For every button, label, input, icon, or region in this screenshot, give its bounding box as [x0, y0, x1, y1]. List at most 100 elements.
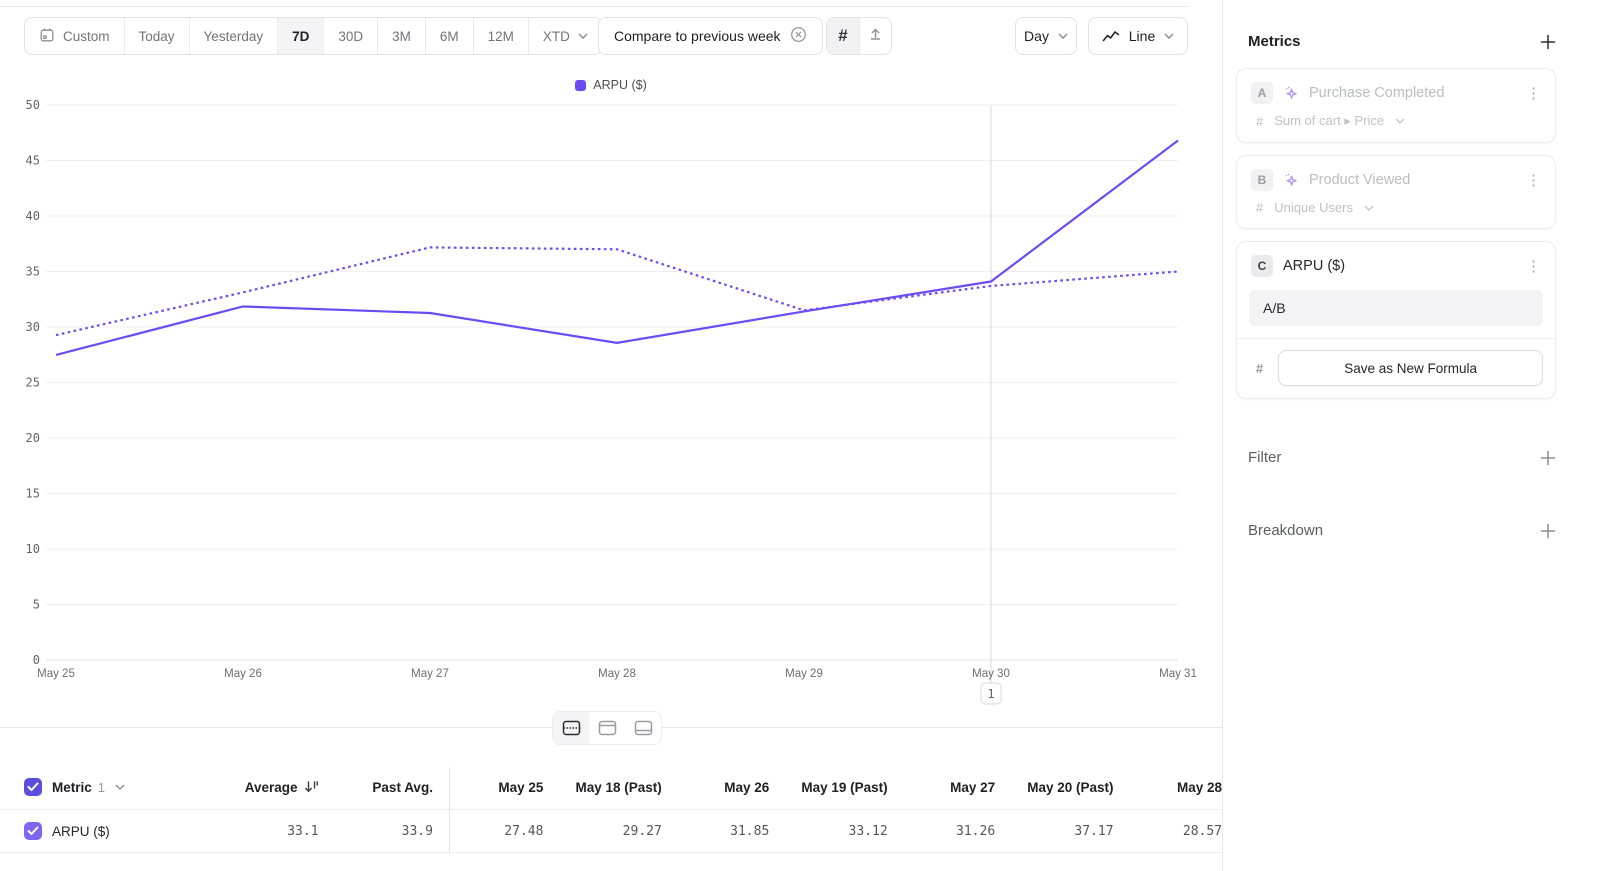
- svg-text:0: 0: [33, 653, 40, 667]
- add-breakdown-button[interactable]: [1540, 523, 1556, 539]
- measure-selector[interactable]: Sum of cart ▸ Price: [1274, 113, 1385, 128]
- range-30d[interactable]: 30D: [323, 18, 377, 54]
- cell-value: 33.12: [848, 823, 888, 839]
- add-metric-button[interactable]: [1540, 34, 1556, 50]
- chart-overlay-toggle-group: #: [826, 17, 892, 55]
- table-row: ARPU ($) 33.1 33.9 27.48 29.27 31.85 33.…: [0, 810, 1222, 853]
- svg-text:May 25: May 25: [37, 668, 75, 680]
- table-header-cell[interactable]: May 25: [498, 779, 544, 795]
- metrics-section-header: Metrics: [1236, 33, 1556, 50]
- table-header-cell[interactable]: Past Avg.: [372, 779, 433, 795]
- cell-value: 29.27: [622, 823, 662, 839]
- svg-text:45: 45: [26, 154, 40, 168]
- compare-label: Compare to previous week: [614, 28, 781, 44]
- table-header-cell[interactable]: May 27: [950, 779, 996, 795]
- measure-hash-icon: #: [1256, 200, 1264, 215]
- formula-input[interactable]: A/B: [1249, 290, 1543, 326]
- range-custom[interactable]: Custom: [25, 18, 124, 54]
- save-as-new-formula-button[interactable]: Save as New Formula: [1278, 350, 1543, 386]
- metric-event-name[interactable]: Product Viewed: [1309, 172, 1411, 188]
- range-xtd[interactable]: XTD: [527, 18, 602, 54]
- table-header-cell[interactable]: May 26: [724, 779, 770, 795]
- svg-text:May 27: May 27: [411, 668, 449, 680]
- chevron-down-icon[interactable]: [115, 784, 125, 790]
- table-header-row: Metric 1 Average Past Avg. May 25 May 18…: [0, 765, 1222, 810]
- layout-toggle-group: [552, 711, 662, 745]
- legend-swatch: [575, 79, 587, 91]
- range-3m[interactable]: 3M: [377, 18, 425, 54]
- table-header-cell[interactable]: May 28: [1176, 779, 1222, 795]
- annotations-toggle[interactable]: [859, 18, 891, 54]
- metric-card-b[interactable]: B Product Viewed ⋮ # Unique Users: [1236, 155, 1556, 229]
- legend-label: ARPU ($): [593, 78, 647, 92]
- select-all-checkbox[interactable]: [24, 778, 42, 796]
- kebab-menu-icon[interactable]: ⋮: [1526, 84, 1541, 102]
- svg-text:1: 1: [987, 687, 994, 701]
- formula-value: A/B: [1263, 300, 1286, 316]
- date-range-segmented-control: Custom Today Yesterday 7D 30D 3M 6M 12M …: [24, 17, 603, 55]
- card-divider: [1237, 338, 1555, 339]
- range-label: Custom: [63, 28, 110, 44]
- granularity-dropdown[interactable]: Day: [1015, 17, 1077, 55]
- metric-event-name[interactable]: Purchase Completed: [1309, 85, 1445, 101]
- metric-badge: B: [1251, 169, 1273, 191]
- results-table: Metric 1 Average Past Avg. May 25 May 18…: [0, 765, 1222, 871]
- range-7d[interactable]: 7D: [277, 18, 324, 54]
- chevron-down-icon: [1164, 33, 1174, 39]
- panel-top-border: [0, 6, 1190, 7]
- filter-section-header: Filter: [1236, 449, 1556, 466]
- row-checkbox[interactable]: [24, 822, 42, 840]
- chart-legend: ARPU ($): [0, 78, 1222, 92]
- cell-value: 28.57: [1182, 823, 1222, 839]
- config-sidebar: Metrics A Purchase Completed ⋮ # Sum of …: [1222, 0, 1600, 871]
- remove-compare-icon[interactable]: [790, 26, 807, 46]
- table-header-cell[interactable]: May 18 (Past): [575, 779, 662, 795]
- svg-text:May 29: May 29: [785, 668, 823, 680]
- metric-column-header[interactable]: Metric: [52, 779, 92, 795]
- chart-only-toggle[interactable]: [589, 712, 625, 744]
- compare-to-previous-week-button[interactable]: Compare to previous week: [598, 17, 823, 55]
- gridlines-toggle[interactable]: #: [827, 18, 859, 54]
- sparkle-icon: [1283, 172, 1299, 188]
- cell-value: 27.48: [504, 823, 544, 839]
- panel-bottom-icon: [634, 720, 652, 736]
- add-filter-button[interactable]: [1540, 450, 1556, 466]
- measure-selector[interactable]: Unique Users: [1274, 200, 1353, 215]
- table-header-cell[interactable]: May 20 (Past): [1027, 779, 1114, 795]
- svg-text:May 31: May 31: [1159, 668, 1197, 680]
- chevron-down-icon: [1058, 33, 1068, 39]
- range-12m[interactable]: 12M: [472, 18, 528, 54]
- metrics-title: Metrics: [1248, 33, 1301, 50]
- cell-value: 37.17: [1074, 823, 1114, 839]
- formula-metric-name[interactable]: ARPU ($): [1283, 258, 1346, 274]
- kebab-menu-icon[interactable]: ⋮: [1526, 171, 1541, 189]
- table-only-toggle[interactable]: [625, 712, 661, 744]
- metric-card-c[interactable]: C ARPU ($) ⋮ A/B # Save as New Formula: [1236, 241, 1556, 399]
- calendar-icon: [39, 27, 55, 46]
- table-header-cell[interactable]: Average: [189, 780, 318, 795]
- cell-value: 31.85: [730, 823, 770, 839]
- svg-text:15: 15: [26, 487, 40, 501]
- chart-type-dropdown[interactable]: Line: [1088, 17, 1188, 55]
- split-view-icon: [562, 720, 580, 736]
- chevron-down-icon: [578, 33, 588, 39]
- table-header-cell[interactable]: May 19 (Past): [801, 779, 888, 795]
- split-view-toggle[interactable]: [553, 712, 589, 744]
- table-column-divider: [449, 767, 450, 853]
- svg-text:40: 40: [26, 209, 40, 223]
- line-chart-icon: [1102, 29, 1120, 43]
- chevron-down-icon: [1395, 118, 1405, 124]
- kebab-menu-icon[interactable]: ⋮: [1526, 257, 1541, 275]
- cell-value: 31.26: [956, 823, 996, 839]
- svg-text:35: 35: [26, 265, 40, 279]
- measure-hash-icon: #: [1256, 360, 1264, 376]
- svg-text:May 28: May 28: [598, 668, 636, 680]
- svg-text:25: 25: [26, 376, 40, 390]
- metric-row-label[interactable]: ARPU ($): [52, 823, 110, 839]
- metric-card-a[interactable]: A Purchase Completed ⋮ # Sum of cart ▸ P…: [1236, 68, 1556, 143]
- range-today[interactable]: Today: [123, 18, 189, 54]
- range-6m[interactable]: 6M: [424, 18, 473, 54]
- range-yesterday[interactable]: Yesterday: [188, 18, 278, 54]
- breakdown-title: Breakdown: [1248, 522, 1324, 539]
- breakdown-section-header: Breakdown: [1236, 522, 1556, 539]
